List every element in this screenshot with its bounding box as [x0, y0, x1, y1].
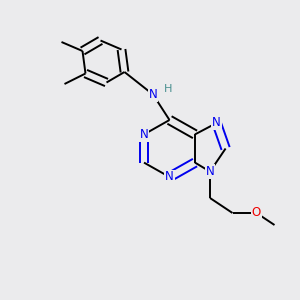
Text: N: N	[165, 170, 174, 184]
Text: N: N	[148, 88, 158, 101]
Text: N: N	[140, 128, 148, 141]
Text: H: H	[164, 84, 173, 94]
Text: N: N	[206, 165, 214, 178]
Text: N: N	[212, 116, 221, 130]
Text: O: O	[252, 206, 261, 220]
